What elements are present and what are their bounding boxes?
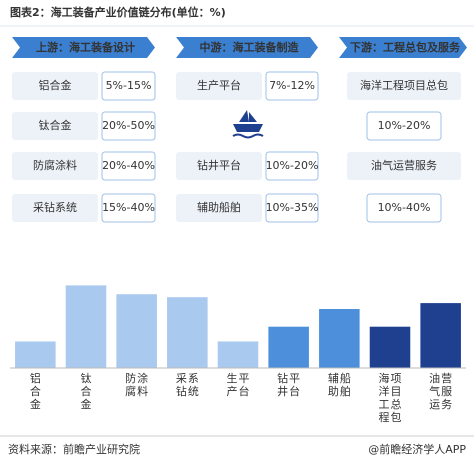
item-box [12,72,98,100]
x-tick-label: 辅助船舶 [328,371,351,398]
item-box [347,152,461,180]
range-label: 10%-40% [378,201,431,214]
range-box [101,151,156,181]
x-tick-label: 钛合金 [81,371,92,411]
item-label: 辅助船舶 [197,200,241,214]
bar [217,341,259,368]
bar [167,297,208,368]
bar [15,341,56,368]
range-label: 20%-50% [102,119,155,132]
stage-header-text: 下游：工程总包及服务 [350,40,461,54]
title: 图表2：海工装备产业价值链分布(单位：%) [10,5,226,19]
item-label: 生产平台 [197,78,241,92]
item-label: 防腐涂料 [33,158,77,172]
stage-header-text: 中游：海工装备制造 [200,40,300,54]
x-tick-label: 海洋工程项目总包 [379,371,402,424]
item-label: 海洋工程项目总包 [360,78,448,92]
bar [268,326,309,368]
range-box [265,193,319,223]
item-box [12,194,98,222]
bar [369,326,411,368]
x-tick-label: 铝合金 [30,371,41,411]
range-label: 10%-20% [378,119,431,132]
item-label: 钻井平台 [197,158,241,172]
range-label: 20%-40% [102,159,155,172]
bar [319,309,360,368]
bar [65,285,107,368]
item-label: 铝合金 [39,78,72,92]
x-tick-label: 生产平台 [227,371,250,398]
item-box [176,152,262,180]
range-box [101,71,156,101]
item-box [347,72,461,100]
range-label: 5%-15% [106,79,152,92]
bar [420,303,461,368]
item-box [12,112,98,140]
x-tick-label: 采钻系统 [176,372,199,398]
x-tick-label: 钻井平台 [277,371,300,398]
credit: @前瞻经济学人APP [368,442,466,456]
range-box [366,111,442,141]
range-box [265,71,319,101]
item-box [176,72,262,100]
range-label: 15%-40% [102,201,155,214]
stage-header [12,37,155,58]
item-label: 采钻系统 [33,200,77,214]
range-label: 10%-20% [266,159,319,172]
range-label: 7%-12% [269,79,315,92]
ship-icon [232,110,264,139]
stage-header [339,37,467,58]
bar [116,294,157,368]
range-box [101,193,156,223]
source: 资料来源：前瞻产业研究院 [8,442,140,456]
range-label: 10%-35% [266,201,319,214]
x-tick-label: 油气运营服务 [429,371,452,411]
item-label: 钛合金 [39,118,72,132]
x-tick-label: 防腐涂料 [125,371,148,398]
range-box [265,151,319,181]
range-box [101,111,156,141]
range-box [366,193,442,223]
item-label: 油气运营服务 [371,158,437,172]
stage-header-text: 上游：海工装备设计 [36,40,135,54]
item-box [176,194,262,222]
stage-header [176,37,318,58]
item-box [12,152,98,180]
